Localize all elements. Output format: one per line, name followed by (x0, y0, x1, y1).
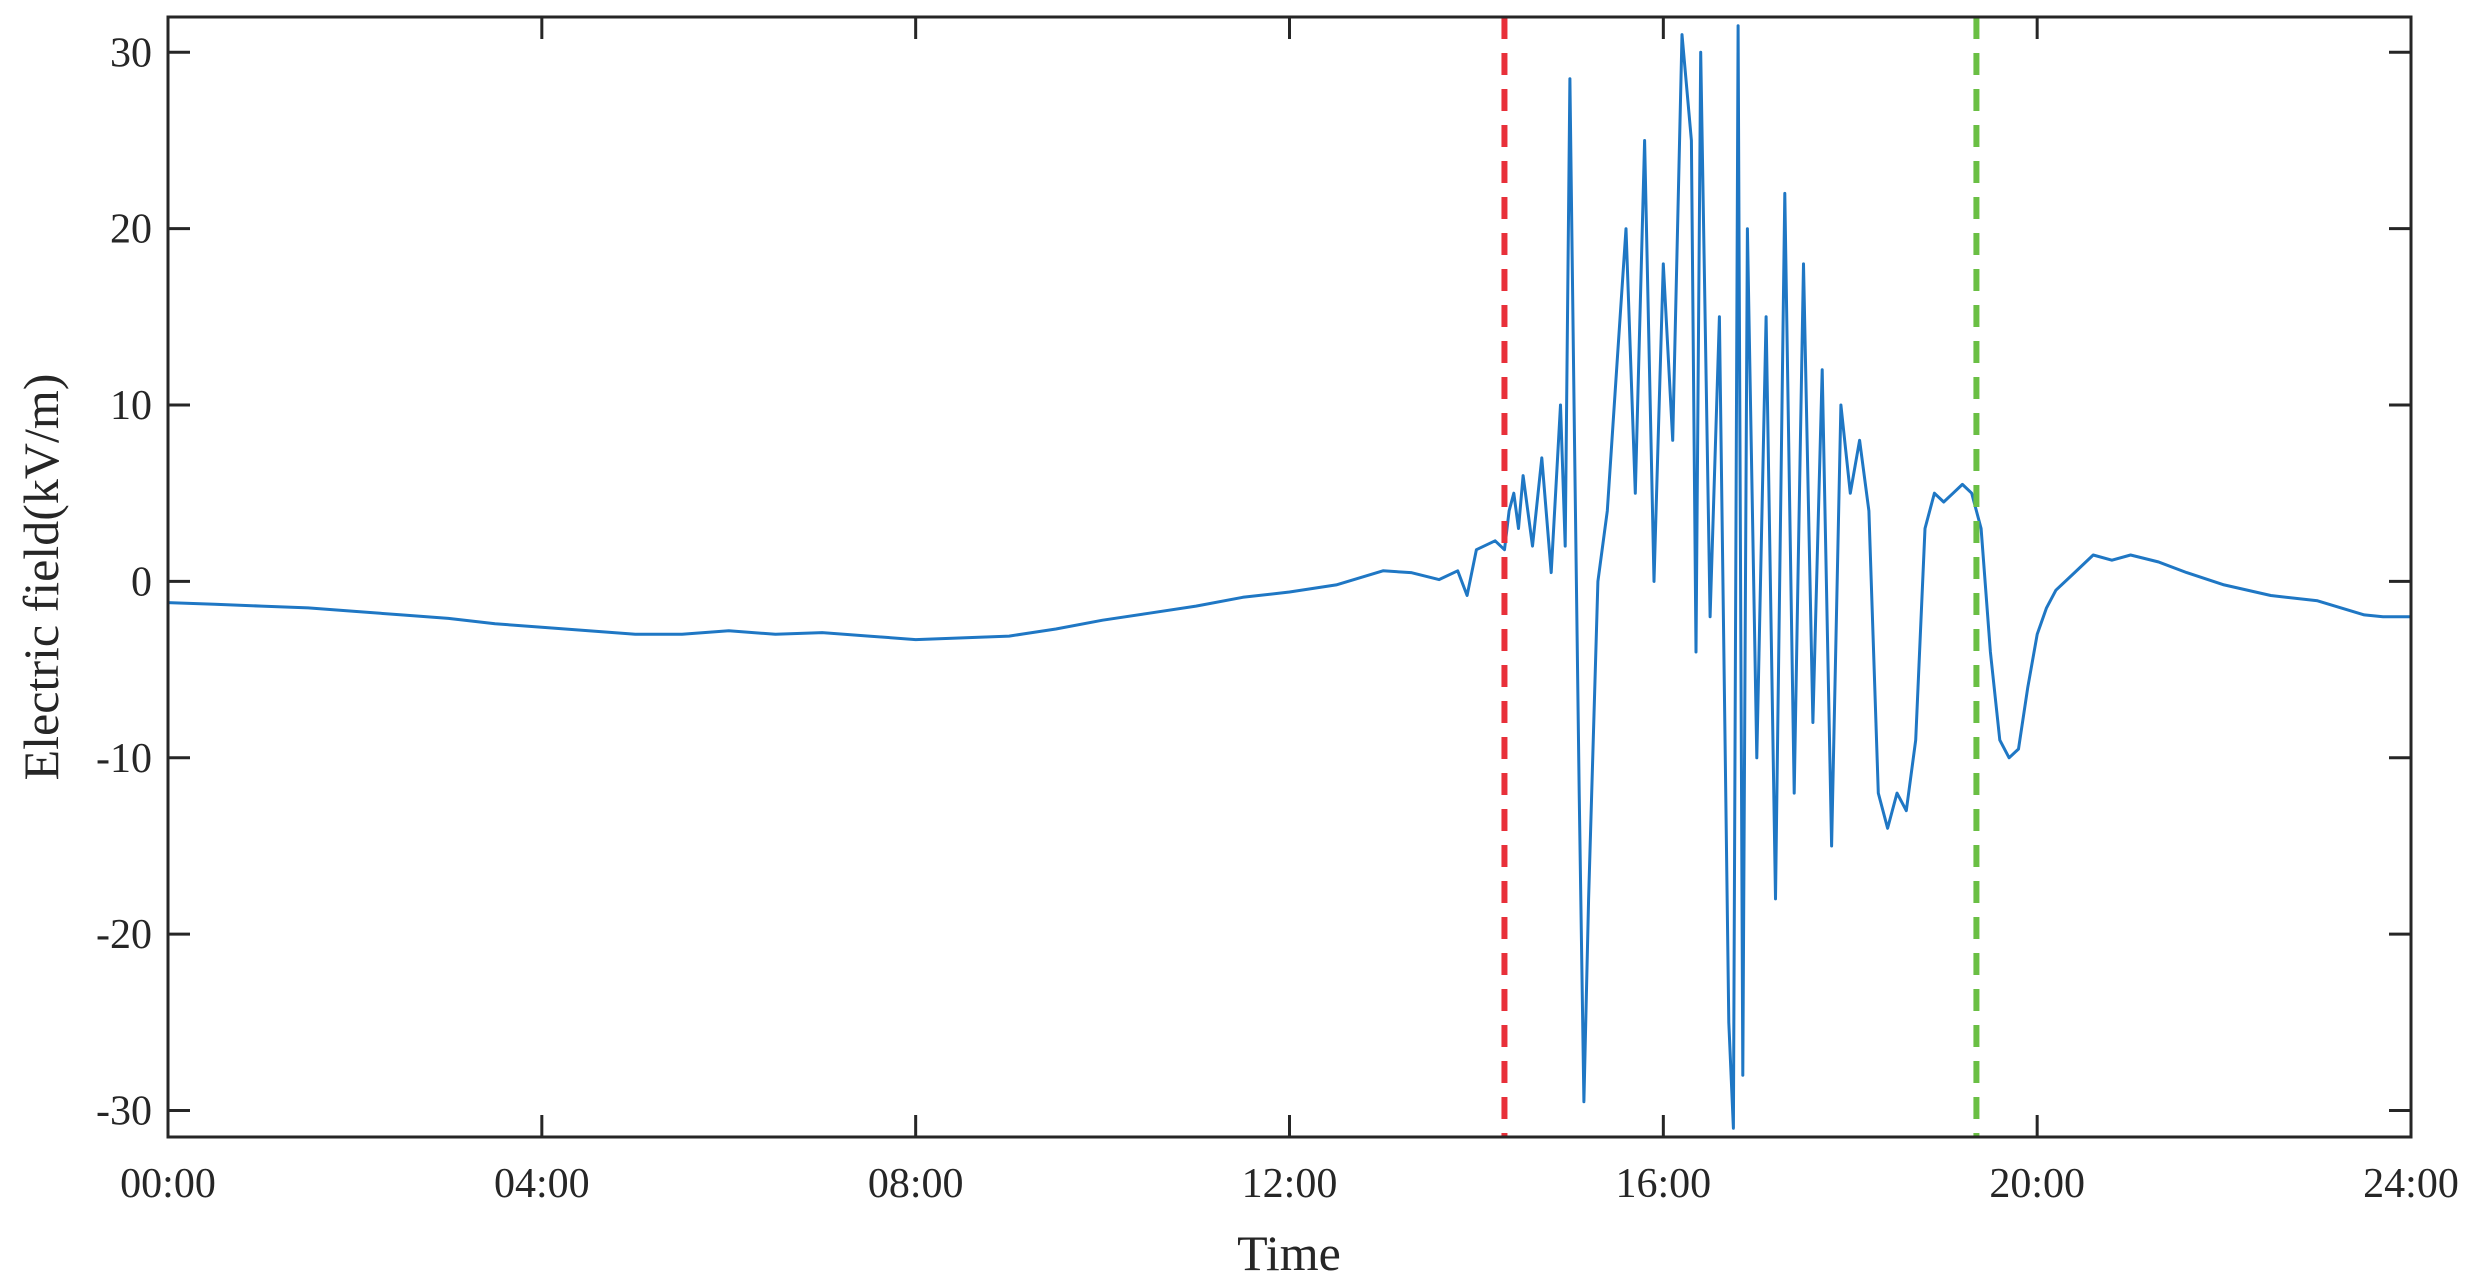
x-tick-label: 16:00 (1615, 1161, 1711, 1207)
y-tick-label: -20 (96, 912, 152, 958)
x-tick-label: 08:00 (868, 1161, 964, 1207)
x-tick-label: 24:00 (2363, 1161, 2459, 1207)
y-tick-label: 0 (131, 559, 152, 605)
plot-area (168, 17, 2411, 1137)
x-tick-label: 12:00 (1242, 1161, 1338, 1207)
y-tick-label: -30 (96, 1089, 152, 1135)
y-axis: 30 20 10 0 -10 -20 -30 (96, 30, 2411, 1135)
x-tick-label: 00:00 (120, 1161, 216, 1207)
y-tick-label: 10 (110, 383, 152, 429)
y-tick-label: -10 (96, 736, 152, 782)
y-tick-label: 20 (110, 207, 152, 253)
series-layer (167, 24, 2411, 1130)
x-axis: 00:00 04:00 08:00 12:00 16:00 20:00 24:00 (120, 17, 2459, 1207)
y-tick-label: 30 (110, 30, 152, 76)
x-axis-label: Time (1237, 1225, 1341, 1281)
x-tick-label: 20:00 (1989, 1161, 2085, 1207)
y-axis-label: Electric field(kV/m) (13, 374, 69, 781)
x-tick-label: 04:00 (494, 1161, 590, 1207)
marker-layer (1501, 17, 1980, 1137)
series-line-0 (167, 24, 2411, 1130)
